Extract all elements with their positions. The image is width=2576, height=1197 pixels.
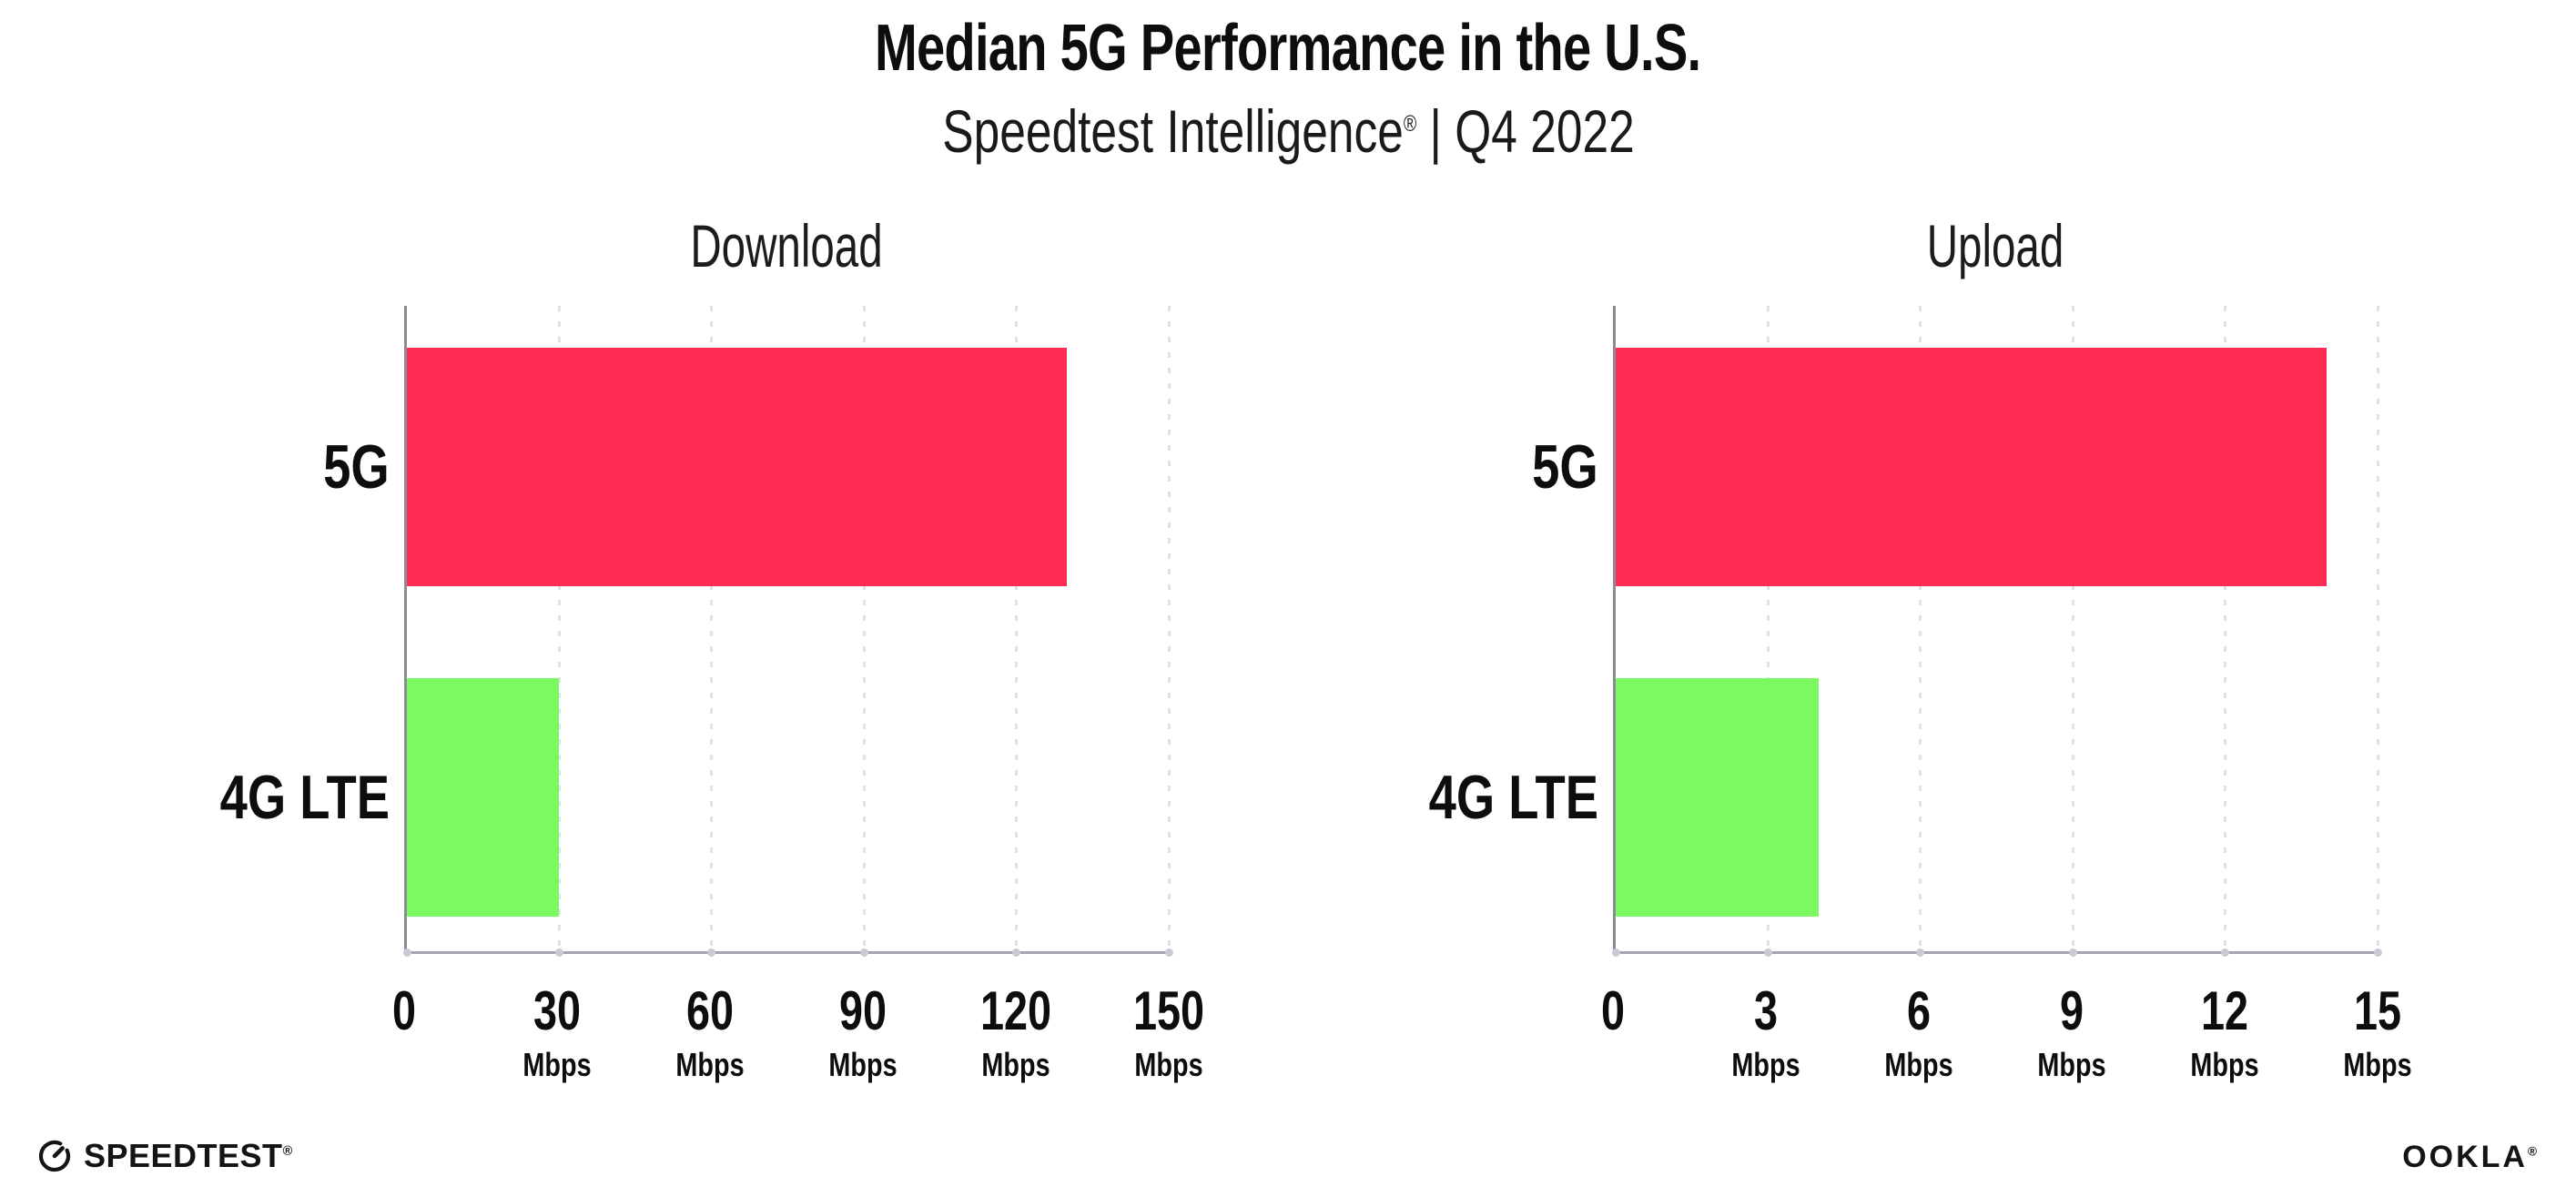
gridline-30 [557, 306, 561, 951]
tick-mark-0 [402, 948, 411, 957]
tick-label-9: 9 Mbps [2029, 979, 2115, 1084]
tick-unit: Mbps [2037, 1046, 2106, 1083]
tick-label-0: 0 [389, 979, 419, 1042]
category-label-5g: 5G [323, 432, 390, 502]
tick-mark-12 [2221, 948, 2230, 957]
ookla-logo: OOKLA® [2402, 1140, 2540, 1175]
download-plot-area [402, 306, 1173, 957]
subtitle-separator: | [1415, 97, 1455, 165]
ookla-label: OOKLA [2402, 1140, 2528, 1174]
download-chart-title: Download [690, 212, 883, 279]
tick-label-15: 15 Mbps [2335, 979, 2420, 1084]
gridline-9 [2071, 306, 2074, 951]
tick-mark-6 [1916, 948, 1925, 957]
tick-unit: Mbps [1134, 1046, 1203, 1083]
tick-mark-30 [554, 948, 563, 957]
page-title-text: Median 5G Performance in the U.S. [875, 12, 1701, 85]
tick-value: 0 [391, 980, 417, 1041]
tick-value: 9 [2059, 980, 2084, 1041]
category-label-5g: 5G [1532, 432, 1598, 502]
tick-unit: Mbps [2343, 1046, 2412, 1083]
tick-mark-0 [1611, 948, 1620, 957]
tick-label-6: 6 Mbps [1876, 979, 1962, 1084]
tick-value: 6 [1906, 980, 1932, 1041]
bar-4g-lte [1616, 678, 1820, 917]
tick-value: 150 [1132, 980, 1205, 1041]
subtitle-brand: Speedtest Intelligence [941, 97, 1404, 165]
gridline-150 [1167, 306, 1171, 951]
download-category-labels: 5G 4G LTE [7, 306, 390, 954]
upload-chart-title: Upload [1926, 212, 2064, 279]
registered-mark: ® [1403, 111, 1416, 137]
tick-label-150: 150 Mbps [1123, 979, 1214, 1084]
gridline-6 [1919, 306, 1922, 951]
tick-mark-15 [2373, 948, 2382, 957]
bar-5g [407, 348, 1068, 586]
speedtest-label: SPEEDTEST [84, 1137, 283, 1174]
tick-label-12: 12 Mbps [2182, 979, 2267, 1084]
gridline-90 [862, 306, 866, 951]
tick-mark-150 [1164, 948, 1173, 957]
tick-mark-3 [1763, 948, 1772, 957]
upload-chart: Upload 5G 4G LTE 0 3 Mbps 6 Mbps 9 Mbps 12 Mbps 15… [1429, 212, 2412, 1083]
tick-value: 120 [979, 980, 1052, 1041]
tick-unit: Mbps [2190, 1046, 2259, 1083]
tick-label-0: 0 [1597, 979, 1628, 1042]
tick-label-120: 120 Mbps [970, 979, 1061, 1084]
ookla-registered-mark: ® [2527, 1144, 2540, 1159]
tick-mark-120 [1012, 948, 1021, 957]
speedtest-gauge-icon [38, 1140, 71, 1172]
upload-category-labels: 5G 4G LTE [1216, 306, 1598, 954]
tick-value: 30 [532, 980, 582, 1041]
tick-unit: Mbps [522, 1046, 592, 1083]
gridline-12 [2224, 306, 2227, 951]
speedtest-logo: SPEEDTEST® [36, 1137, 293, 1175]
tick-value: 12 [2200, 980, 2249, 1041]
page-title: Median 5G Performance in the U.S. [0, 11, 2576, 86]
tick-mark-90 [859, 948, 868, 957]
gridline-3 [1766, 306, 1770, 951]
subtitle-period: Q4 2022 [1454, 97, 1635, 165]
upload-plot-area [1611, 306, 2382, 957]
tick-unit: Mbps [1884, 1046, 1953, 1083]
speedtest-wordmark: SPEEDTEST® [84, 1137, 293, 1175]
download-chart: Download 5G 4G LTE 0 30 Mbps 60 Mbps 90 Mbps 120… [220, 212, 1204, 1083]
bar-4g-lte [407, 678, 560, 917]
tick-mark-9 [2068, 948, 2077, 957]
category-label-4g-lte: 4G LTE [219, 763, 390, 832]
tick-value: 90 [838, 980, 887, 1041]
page-subtitle: Speedtest Intelligence® | Q4 2022 [0, 96, 2576, 166]
bar-5g [1616, 348, 2328, 586]
tick-unit: Mbps [1731, 1046, 1800, 1083]
gridline-15 [2376, 306, 2379, 951]
tick-label-30: 30 Mbps [514, 979, 600, 1084]
category-label-4g-lte: 4G LTE [1428, 763, 1598, 832]
tick-mark-60 [707, 948, 716, 957]
page-subtitle-text: Speedtest Intelligence® | Q4 2022 [942, 96, 1635, 166]
tick-label-3: 3 Mbps [1723, 979, 1809, 1084]
tick-label-60: 60 Mbps [667, 979, 753, 1084]
tick-unit: Mbps [675, 1046, 745, 1083]
tick-value: 15 [2353, 980, 2402, 1041]
tick-unit: Mbps [828, 1046, 898, 1083]
tick-unit: Mbps [981, 1046, 1050, 1083]
gridline-60 [710, 306, 714, 951]
tick-value: 0 [1600, 980, 1626, 1041]
tick-value: 60 [685, 980, 735, 1041]
speedtest-registered-mark: ® [282, 1144, 293, 1159]
tick-value: 3 [1753, 980, 1779, 1041]
gridline-120 [1015, 306, 1019, 951]
tick-label-90: 90 Mbps [820, 979, 906, 1084]
